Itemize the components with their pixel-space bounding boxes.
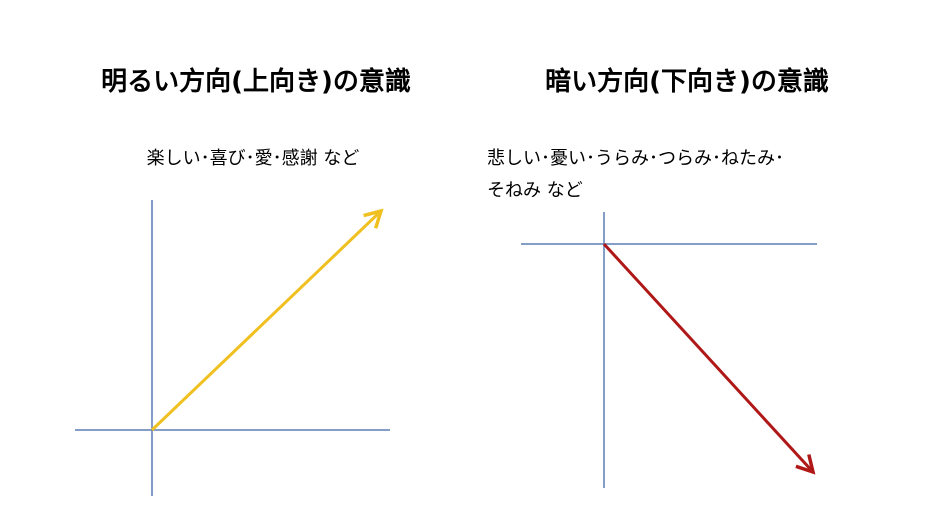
panel-title: 明るい方向(上向き)の意識: [101, 66, 411, 97]
downward-arrow: [602, 242, 813, 472]
panel-description: 楽しい･喜び･愛･感謝 など: [147, 148, 360, 169]
upward-arrow: [150, 211, 381, 432]
panel-description: 悲しい･憂い･うらみ･つらみ･ねたみ･: [487, 148, 784, 169]
panel-title: 暗い方向(下向き)の意識: [545, 66, 829, 97]
panel-description: そねみ など: [487, 180, 583, 201]
